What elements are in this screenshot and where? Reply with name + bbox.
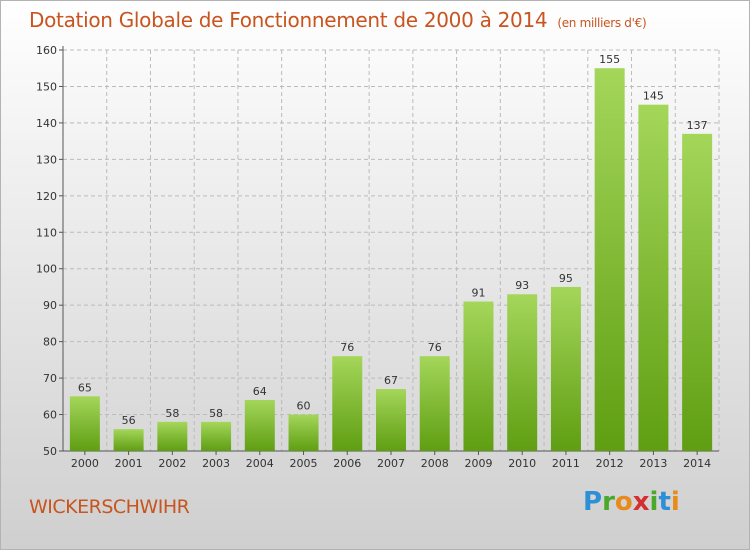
- data-label-2012: 155: [599, 53, 620, 66]
- bar-2003: [201, 421, 232, 451]
- data-labels: 65 56 58 58 64 60 76 67 76 91 93 95 155 145 137: [78, 53, 708, 427]
- bar-2009: [463, 301, 494, 451]
- y-tick-label: 50: [43, 445, 57, 458]
- bar-2014: [682, 133, 713, 451]
- y-tick-label: 130: [36, 153, 57, 166]
- data-label-2014: 137: [687, 119, 708, 132]
- x-tick-label-2007: 2007: [377, 457, 405, 470]
- data-label-2004: 64: [253, 385, 267, 398]
- bar-2010: [507, 294, 538, 451]
- data-label-2002: 58: [165, 407, 179, 420]
- data-label-2006: 76: [340, 341, 354, 354]
- bar-2005: [288, 414, 319, 451]
- data-label-2008: 76: [428, 341, 442, 354]
- x-tick-label-2013: 2013: [639, 457, 667, 470]
- y-tick-label: 160: [36, 44, 57, 57]
- bar-2004: [244, 399, 275, 451]
- x-tick-label-2003: 2003: [202, 457, 230, 470]
- x-tick-label-2008: 2008: [421, 457, 449, 470]
- bar-2011: [550, 286, 581, 451]
- y-tick-label: 70: [43, 372, 57, 385]
- bar-2007: [376, 389, 406, 451]
- y-tick-label: 80: [43, 336, 57, 349]
- y-tick-label: 110: [36, 226, 57, 239]
- bar-2000: [69, 396, 100, 451]
- proxiti-logo: Proxiti: [583, 487, 680, 517]
- data-label-2003: 58: [209, 407, 223, 420]
- x-tick-label-2012: 2012: [596, 457, 624, 470]
- bars: [69, 68, 713, 452]
- axes: 50 60 70 80 90 100 110 120 130 140 150 160 2000 2001 2…: [36, 44, 719, 470]
- commune-name: WICKERSCHWIHR: [29, 496, 190, 518]
- x-tick-label-2005: 2005: [290, 457, 318, 470]
- data-label-2001: 56: [122, 414, 136, 427]
- x-tick-label-2004: 2004: [246, 457, 274, 470]
- chart-subtitle: (en milliers d'€): [557, 16, 647, 30]
- x-tick-label-2009: 2009: [464, 457, 492, 470]
- y-tick-label: 90: [43, 299, 57, 312]
- bar-2008: [419, 356, 450, 451]
- y-tick-label: 150: [36, 80, 57, 93]
- data-label-2005: 60: [297, 400, 311, 413]
- x-tick-label-2006: 2006: [333, 457, 361, 470]
- data-label-2010: 93: [515, 279, 529, 292]
- chart-title: Dotation Globale de Fonctionnement de 20…: [29, 8, 647, 32]
- bar-2002: [157, 421, 188, 451]
- x-tick-label-2014: 2014: [683, 457, 711, 470]
- chart-title-text: Dotation Globale de Fonctionnement de 20…: [29, 8, 548, 32]
- data-label-2013: 145: [643, 90, 664, 103]
- bar-2013: [638, 104, 669, 451]
- x-tick-label-2001: 2001: [115, 457, 143, 470]
- y-tick-label: 100: [36, 263, 57, 276]
- x-tick-label-2010: 2010: [508, 457, 536, 470]
- y-tick-label: 60: [43, 409, 57, 422]
- bar-2006: [332, 356, 363, 451]
- y-tick-label: 140: [36, 117, 57, 130]
- x-tick-label-2000: 2000: [71, 457, 99, 470]
- data-label-2007: 67: [384, 374, 398, 387]
- x-tick-label-2002: 2002: [158, 457, 186, 470]
- y-tick-label: 120: [36, 190, 57, 203]
- bar-2001: [113, 429, 144, 451]
- data-label-2000: 65: [78, 381, 92, 394]
- data-label-2011: 95: [559, 272, 573, 285]
- bar-2012: [594, 68, 625, 452]
- x-tick-label-2011: 2011: [552, 457, 580, 470]
- data-label-2009: 91: [471, 287, 485, 300]
